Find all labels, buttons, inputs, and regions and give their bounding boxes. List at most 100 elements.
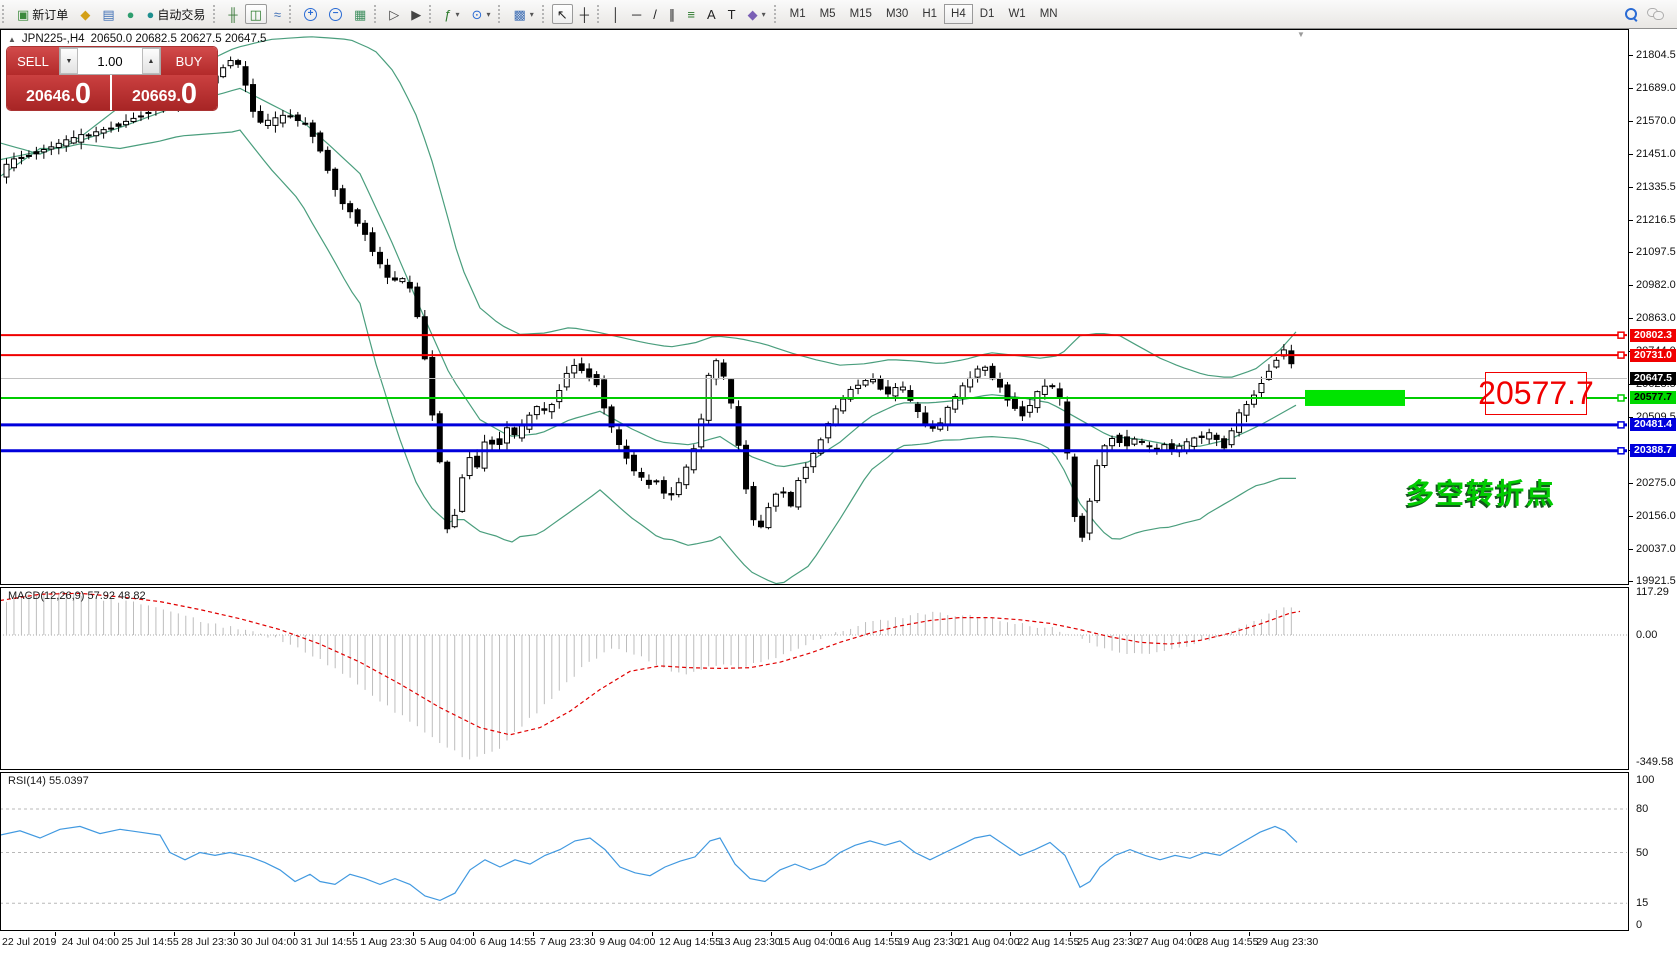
time-tick-label: 12 Aug 14:55 [659,936,721,948]
new-order-button[interactable]: ▣ 新订单 [12,4,73,24]
one-click-collapse-icon[interactable]: ▲ [8,34,16,44]
candlestick-chart-icon[interactable]: ◫ [244,4,267,24]
timeframe-m15-button[interactable]: M15 [849,8,872,20]
text-icon[interactable]: A [702,4,721,24]
profiles-icon[interactable]: ▤ [97,4,119,24]
turning-point-annotation[interactable]: 多空转折点 [1406,478,1557,509]
line-chart-icon: ≈ [273,6,281,22]
cursor-icon[interactable]: ↖ [551,4,573,24]
tile-windows-icon: ▦ [354,6,367,22]
rsi-indicator-label: RSI(14) 55.0397 [8,775,89,787]
text-label-icon[interactable]: T [723,4,741,24]
time-tick-mark [711,932,713,936]
tile-windows-icon[interactable]: ▦ [349,4,371,24]
price-tick-mark [1629,581,1633,583]
time-tick-label: 28 Jul 23:30 [181,936,239,948]
crosshair-icon[interactable]: ┼ [575,4,594,24]
equidistant-channel-icon: ∥ [668,6,676,22]
rsi-axis-label: 80 [1636,803,1649,815]
horizontal-line-icon[interactable]: ─ [627,4,646,24]
price-callout-box[interactable]: 20577.7 [1478,372,1594,415]
time-tick-mark [233,932,235,936]
timeframe-w1-button[interactable]: W1 [1008,8,1026,20]
zoom-out-icon[interactable]: − [324,4,347,24]
price-tick-label: 20982.0 [1636,279,1676,292]
timeframe-h4-button[interactable]: H4 [944,4,973,24]
arrows-icon: ◆ [747,6,758,22]
auto-scroll-icon[interactable]: ▷ [384,4,404,24]
time-tick-label: 1 Aug 23:30 [360,936,417,948]
time-tick-label: 29 Aug 23:30 [1256,936,1319,948]
volume-input[interactable] [78,48,142,74]
timeframe-mn-button[interactable]: MN [1039,8,1058,20]
chart-shift-marker-icon[interactable]: ▼ [1297,30,1305,39]
bar-chart-icon[interactable]: ╫ [223,4,242,24]
chat-icon[interactable] [1647,8,1664,20]
search-icon[interactable] [1625,8,1638,22]
time-tick-label: 22 Aug 14:55 [1017,936,1080,948]
price-tick-label: 21097.5 [1636,246,1676,259]
main-toolbar: ▣ 新订单 ◆ ▤ ● ● 自动交易 ╫ ◫ ≈ + − ▦ ▷ ▶ ƒ ▾ ⊙ ▾ ▩ ▾ ↖ ┼ │ ─ / ∥ ≡ A T ◆ ▾ M1 M… [0,0,1677,29]
chart-shift-icon[interactable]: ▶ [406,4,426,24]
buy-price-main: 20669. [131,88,181,105]
main-chart-panel[interactable] [0,29,1629,585]
arrows-icon[interactable]: ◆ ▾ [743,4,771,24]
chart-style-icon[interactable]: ▩ ▾ [508,4,538,24]
autotrading-button-label: 自动交易 [157,7,206,22]
timeframe-h1-button[interactable]: H1 [922,8,938,20]
time-axis[interactable]: 22 Jul 2019 24 Jul 04:00 25 Jul 14:55 28 Ju… [0,932,1677,953]
line-chart-icon[interactable]: ≈ [269,4,286,24]
time-tick-label: 21 Aug 04:00 [957,936,1020,948]
macd-panel[interactable] [0,587,1629,770]
cursor-icon: ↖ [556,6,568,22]
time-tick-mark [592,932,594,936]
price-axis[interactable]: 21804.5 21689.0 21570.0 21451.0 21335.5 21216… [1629,29,1677,931]
navigator-icon: ● [126,6,135,22]
periods-icon-dropdown-icon[interactable]: ▾ [486,9,491,19]
fibonacci-icon[interactable]: ≡ [682,4,700,24]
price-line-badge: 20388.7 [1630,444,1676,458]
chart-window-icon[interactable]: ◆ [75,4,95,24]
price-tick-label: 21451.0 [1636,147,1676,160]
vertical-line-icon[interactable]: │ [607,4,625,24]
indicators-add-icon-dropdown-icon[interactable]: ▾ [455,9,460,19]
rsi-axis-label: 15 [1636,897,1649,910]
price-tick-mark [1629,252,1633,254]
timeframe-d1-button[interactable]: D1 [979,8,995,20]
buy-price[interactable]: 20669. 0 [112,75,217,110]
indicators-add-icon[interactable]: ƒ ▾ [439,4,464,24]
volume-increase-button[interactable]: ▲ [142,48,160,74]
vertical-line-icon: │ [611,6,621,22]
trendline-icon: / [653,6,657,22]
profiles-icon: ▤ [102,6,115,22]
time-tick-label: 28 Aug 14:55 [1196,936,1259,948]
timeframe-m30-button[interactable]: M30 [885,8,909,20]
zoom-in-icon[interactable]: + [299,4,322,24]
rsi-axis-label: 0 [1636,919,1643,931]
arrows-icon-dropdown-icon[interactable]: ▾ [761,9,766,19]
rsi-panel[interactable] [0,772,1629,931]
buy-button[interactable]: BUY [161,47,217,75]
time-tick-mark [1249,932,1251,936]
text-label-icon: T [727,6,736,22]
price-tick-mark [1629,482,1633,484]
time-tick-label: 25 Aug 23:30 [1077,936,1140,948]
sell-price-main: 20646. [25,88,75,105]
sell-price[interactable]: 20646. 0 [7,75,112,110]
equidistant-channel-icon[interactable]: ∥ [664,4,681,24]
price-tick-label: 21216.5 [1636,213,1676,226]
volume-decrease-button[interactable]: ▼ [60,48,78,74]
trendline-icon[interactable]: / [648,4,662,24]
timeframe-m1-button[interactable]: M1 [789,8,806,20]
navigator-icon[interactable]: ● [122,4,140,24]
timeframe-m5-button[interactable]: M5 [819,8,836,20]
chart-style-icon-dropdown-icon[interactable]: ▾ [529,9,534,19]
periods-icon: ⊙ [471,6,483,22]
autotrading-button[interactable]: ● 自动交易 [141,4,210,24]
toolbar-separator [289,5,296,23]
periods-icon[interactable]: ⊙ ▾ [467,4,496,24]
sell-button[interactable]: SELL [7,47,59,75]
price-tick-label: 20156.0 [1636,509,1676,522]
price-line-badge: 20577.7 [1630,391,1676,405]
